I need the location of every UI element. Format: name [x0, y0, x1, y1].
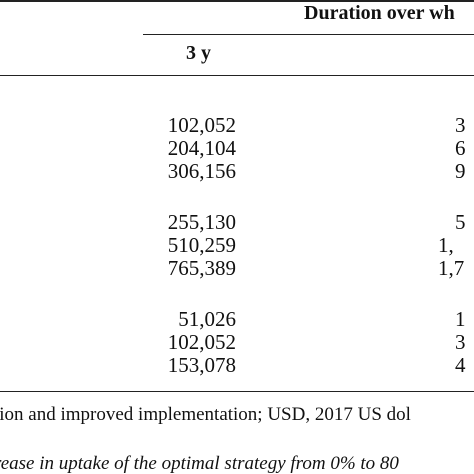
table-cell: 9: [455, 159, 466, 183]
table-cell: 51,026: [178, 307, 236, 331]
table-cell: 1,: [438, 233, 454, 257]
table-cell: 102,052: [167, 113, 236, 137]
table-cell: 4: [455, 353, 466, 377]
table-footnote-cut: rease in uptake of the optimal strategy …: [0, 453, 399, 474]
table-cell: 1,7: [438, 256, 465, 280]
table-cell: 204,104: [167, 136, 236, 160]
spanning-header-rule: [143, 34, 474, 35]
table-cell: 255,130: [167, 210, 236, 234]
table-cell: 6: [455, 136, 466, 160]
table-cell: 1: [455, 307, 466, 331]
spanning-column-header: Duration over wh: [304, 2, 455, 24]
table-cell: 306,156: [167, 159, 236, 183]
table-footnote: tion and improved implementation; USD, 2…: [0, 404, 411, 425]
table-cell: 3: [455, 113, 466, 137]
table-cell: 765,389: [167, 256, 236, 280]
table-cell: 153,078: [167, 353, 236, 377]
table-cell: 102,052: [167, 330, 236, 354]
table-cell: 3: [455, 330, 466, 354]
column-header-3y: 3 y: [186, 42, 211, 64]
column-header-rule: [0, 75, 474, 76]
table-cell: 510,259: [167, 233, 236, 257]
table-cell: 5: [455, 210, 466, 234]
table-top-rule: [0, 0, 474, 2]
table-bottom-rule: [0, 391, 474, 392]
